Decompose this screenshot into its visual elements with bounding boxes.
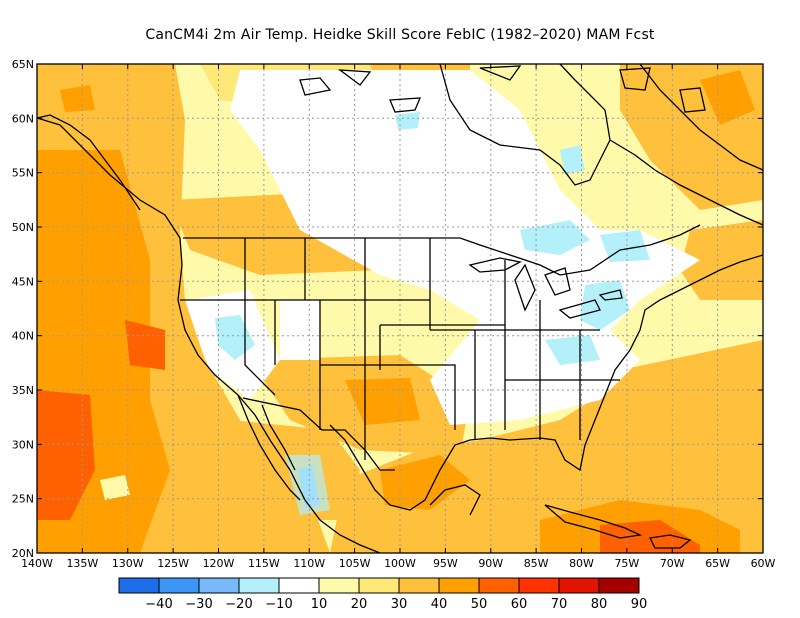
lon-label-130W: 130W (112, 557, 144, 570)
lon-label-85W: 85W (524, 557, 549, 570)
colorbar-swatch (558, 577, 600, 594)
arctic-islands (299, 65, 706, 113)
colorbar-label: 60 (511, 597, 528, 612)
colorbar-swatch (118, 577, 160, 594)
lat-label-35N: 35N (12, 384, 34, 397)
latitude-labels: 20N 25N 30N 35N 40N 45N 50N 55N 60N 65N (12, 58, 34, 560)
lat-label-50N: 50N (12, 221, 34, 234)
hudson-bay (439, 64, 611, 186)
lat-label-25N: 25N (12, 493, 34, 506)
lon-label-105W: 105W (339, 557, 371, 570)
lon-label-95W: 95W (433, 557, 458, 570)
skill-score-field (37, 64, 763, 553)
lon-label-90W: 90W (478, 557, 503, 570)
colorbar-label: 30 (391, 597, 408, 612)
us-mexico-border (242, 397, 395, 471)
alaska-panhandle (37, 114, 141, 211)
lon-label-100W: 100W (384, 557, 416, 570)
lon-label-80W: 80W (569, 557, 594, 570)
colorbar-label: −10 (265, 597, 292, 612)
state-lines (180, 238, 620, 460)
us-canada-border (183, 224, 701, 276)
lon-label-115W: 115W (248, 557, 280, 570)
lon-label-60W: 60W (751, 557, 776, 570)
colorbar-swatch (358, 577, 400, 594)
longitude-labels: 140W 135W 130W 125W 120W 115W 110W 105W 100W 95W 9… (21, 557, 775, 570)
colorbar-label: 80 (591, 597, 608, 612)
colorbar-label: −30 (185, 597, 212, 612)
colorbar-label: 70 (551, 597, 568, 612)
baja-california (237, 394, 301, 501)
coastlines-and-borders (37, 64, 763, 553)
colorbar-swatch (518, 577, 560, 594)
colorbar-label: 50 (471, 597, 488, 612)
map-gridlines (37, 64, 763, 553)
colorbar-swatch (438, 577, 480, 594)
hispaniola (649, 534, 692, 549)
great-lakes (468, 257, 623, 319)
colorbar-swatch (598, 577, 640, 594)
lon-label-65W: 65W (705, 557, 730, 570)
colorbar-label: −20 (225, 597, 252, 612)
lon-label-75W: 75W (614, 557, 639, 570)
colorbar-swatch (158, 577, 200, 594)
colorbar-swatch (198, 577, 240, 594)
gulf-coastline (329, 254, 763, 511)
lat-label-60N: 60N (12, 112, 34, 125)
lat-label-45N: 45N (12, 275, 34, 288)
lon-label-120W: 120W (203, 557, 235, 570)
colorbar-swatch (278, 577, 320, 594)
lat-label-55N: 55N (12, 167, 34, 180)
lat-label-20N: 20N (12, 547, 34, 560)
lat-label-40N: 40N (12, 330, 34, 343)
lon-label-110W: 110W (293, 557, 325, 570)
lat-label-65N: 65N (12, 58, 34, 71)
colorbar-swatch (478, 577, 520, 594)
cuba (544, 504, 643, 539)
colorbar-label: 90 (631, 597, 648, 612)
colorbar-label: 10 (311, 597, 328, 612)
colorbar-label: 40 (431, 597, 448, 612)
colorbar-swatch (238, 577, 280, 594)
pacific-coastline (37, 117, 381, 553)
lat-label-30N: 30N (12, 438, 34, 451)
lon-label-70W: 70W (660, 557, 685, 570)
colorbar-swatch (398, 577, 440, 594)
lon-label-135W: 135W (66, 557, 98, 570)
colorbar-label: −40 (145, 597, 172, 612)
axis-ticks (36, 63, 764, 554)
lon-label-140W: 140W (21, 557, 53, 570)
map-title: CanCM4i 2m Air Temp. Heidke Skill Score … (145, 27, 655, 43)
yucatan (429, 484, 481, 516)
colorbar-label: 20 (351, 597, 368, 612)
quebec-labrador-coast (609, 64, 763, 226)
colorbar-swatch (318, 577, 360, 594)
lon-label-125W: 125W (157, 557, 189, 570)
colorbar: −40 −30 −20 −10 10 20 30 40 50 60 70 80 90 (118, 577, 648, 612)
